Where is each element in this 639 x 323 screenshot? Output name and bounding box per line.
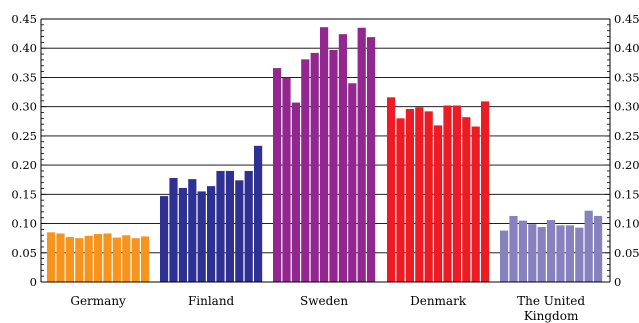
bar <box>338 34 347 282</box>
bar <box>122 235 131 282</box>
bar <box>131 238 140 282</box>
bar <box>518 220 527 282</box>
bar <box>443 105 452 283</box>
bar <box>556 225 565 282</box>
bars <box>47 27 603 283</box>
bar <box>301 59 310 283</box>
bar <box>291 102 300 282</box>
bar <box>103 233 112 282</box>
y-tick-label-right: 0.15 <box>614 187 639 201</box>
bar <box>396 118 405 282</box>
bar <box>235 180 244 282</box>
bar <box>528 224 537 282</box>
bar <box>329 49 338 282</box>
bar <box>244 170 253 282</box>
category-label: Sweden <box>300 294 348 308</box>
bar <box>94 234 103 282</box>
y-tick-label-right: 0.35 <box>614 70 639 84</box>
y-tick-label-right: 0 <box>614 275 621 289</box>
bar <box>169 177 178 282</box>
y-tick-label-left: 0.40 <box>11 41 37 55</box>
bar <box>178 187 187 282</box>
bar <box>594 215 603 282</box>
bar <box>415 107 424 282</box>
bar <box>273 68 282 283</box>
bar <box>320 27 329 283</box>
y-tick-label-left: 0.25 <box>11 129 37 143</box>
bar <box>462 117 471 282</box>
bar <box>509 215 518 282</box>
y-tick-label-right: 0.10 <box>614 217 639 231</box>
bar <box>197 191 206 282</box>
y-tick-label-right: 0.30 <box>614 100 639 114</box>
bar <box>537 227 546 282</box>
bar <box>310 52 319 282</box>
bar <box>434 125 443 282</box>
labels: 0 0 0.05 0.05 0.10 0.10 0.15 0.15 0.20 0.20 0.25 0.… <box>11 12 639 323</box>
bar <box>357 27 366 283</box>
y-tick-label-left: 0.30 <box>11 100 37 114</box>
bar <box>584 210 593 282</box>
bar <box>471 126 480 282</box>
y-tick-label-left: 0.10 <box>11 217 37 231</box>
bar <box>207 186 216 282</box>
y-tick-label-right: 0.25 <box>614 129 639 143</box>
bar <box>547 220 556 282</box>
bar <box>47 232 56 282</box>
category-label: Finland <box>188 294 235 308</box>
y-tick-label-left: 0.20 <box>11 158 37 172</box>
bar <box>424 111 433 282</box>
bar <box>565 225 574 282</box>
bar <box>282 77 291 282</box>
bar <box>387 97 396 282</box>
bar <box>348 83 357 283</box>
bar <box>405 109 414 282</box>
axes <box>40 18 611 283</box>
bar <box>65 236 74 282</box>
bar <box>75 238 84 282</box>
y-tick-label-left: 0.05 <box>11 246 37 260</box>
y-tick-label-left: 0.45 <box>11 12 37 26</box>
bar <box>56 233 65 282</box>
bar <box>112 237 121 282</box>
bar <box>452 105 461 283</box>
category-label: The United <box>517 294 585 308</box>
y-tick-label-right: 0.40 <box>614 41 639 55</box>
bar <box>575 227 584 282</box>
bar <box>254 145 263 282</box>
bar <box>225 170 234 282</box>
y-tick-label-right: 0.05 <box>614 246 639 260</box>
category-label: Denmark <box>410 294 467 308</box>
y-tick-label-left: 0.15 <box>11 187 37 201</box>
y-tick-label-left: 0 <box>30 275 37 289</box>
bar <box>188 179 197 282</box>
bar <box>160 196 169 282</box>
bar <box>84 235 93 282</box>
bar <box>367 37 376 282</box>
bar <box>216 170 225 282</box>
category-label: Kingdom <box>524 309 579 323</box>
y-tick-label-right: 0.20 <box>614 158 639 172</box>
y-tick-label-right: 0.45 <box>614 12 639 26</box>
bar <box>500 230 509 282</box>
bar <box>141 236 150 282</box>
category-label: Germany <box>70 294 126 308</box>
y-tick-label-left: 0.35 <box>11 70 37 84</box>
bar <box>481 101 490 282</box>
